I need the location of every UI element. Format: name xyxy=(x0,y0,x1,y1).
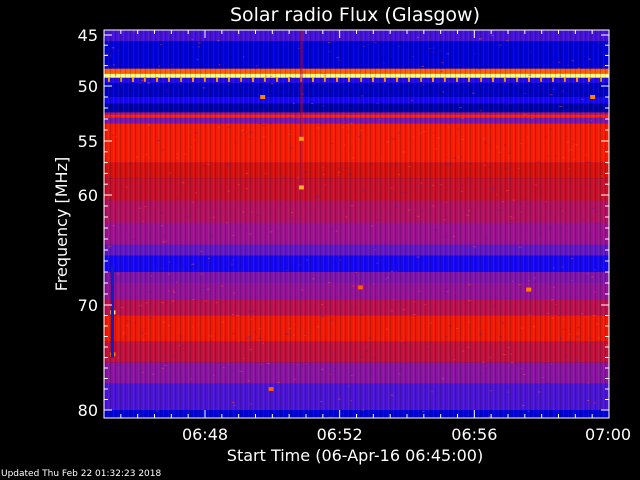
texture-overlay xyxy=(104,30,609,418)
updated-timestamp: Updated Thu Feb 22 01:32:23 2018 xyxy=(1,469,162,479)
highlight-point xyxy=(298,185,304,190)
x-tick-label: 06:56 xyxy=(451,425,497,444)
spectrogram-plot-area xyxy=(104,30,609,418)
x-axis-label: Start Time (06-Apr-16 06:45:00) xyxy=(227,446,483,465)
highlight-point xyxy=(298,136,304,141)
y-axis-label: Frequency [MHz] xyxy=(52,157,71,291)
y-tick-label: 80 xyxy=(78,401,98,420)
highlight-point xyxy=(590,95,596,99)
highlight-point xyxy=(260,95,266,99)
y-tick-label: 60 xyxy=(78,186,98,205)
y-tick-label: 50 xyxy=(78,77,98,96)
x-tick-label: 06:48 xyxy=(182,425,228,444)
y-tick-label: 55 xyxy=(78,132,98,151)
highlight-point xyxy=(268,387,274,391)
highlight-point xyxy=(357,285,363,290)
y-tick-label: 45 xyxy=(78,26,98,45)
x-tick-label: 07:00 xyxy=(585,425,631,444)
edge-artifact xyxy=(111,266,114,358)
y-tick-label: 70 xyxy=(78,296,98,315)
x-axis: 06:48 06:52 06:56 07:00 xyxy=(103,30,631,444)
y-axis: 45 50 55 60 70 80 xyxy=(78,26,609,420)
chart-title: Solar radio Flux (Glasgow) xyxy=(230,4,480,26)
x-tick-label: 06:52 xyxy=(317,425,363,444)
highlight-point xyxy=(526,287,532,292)
